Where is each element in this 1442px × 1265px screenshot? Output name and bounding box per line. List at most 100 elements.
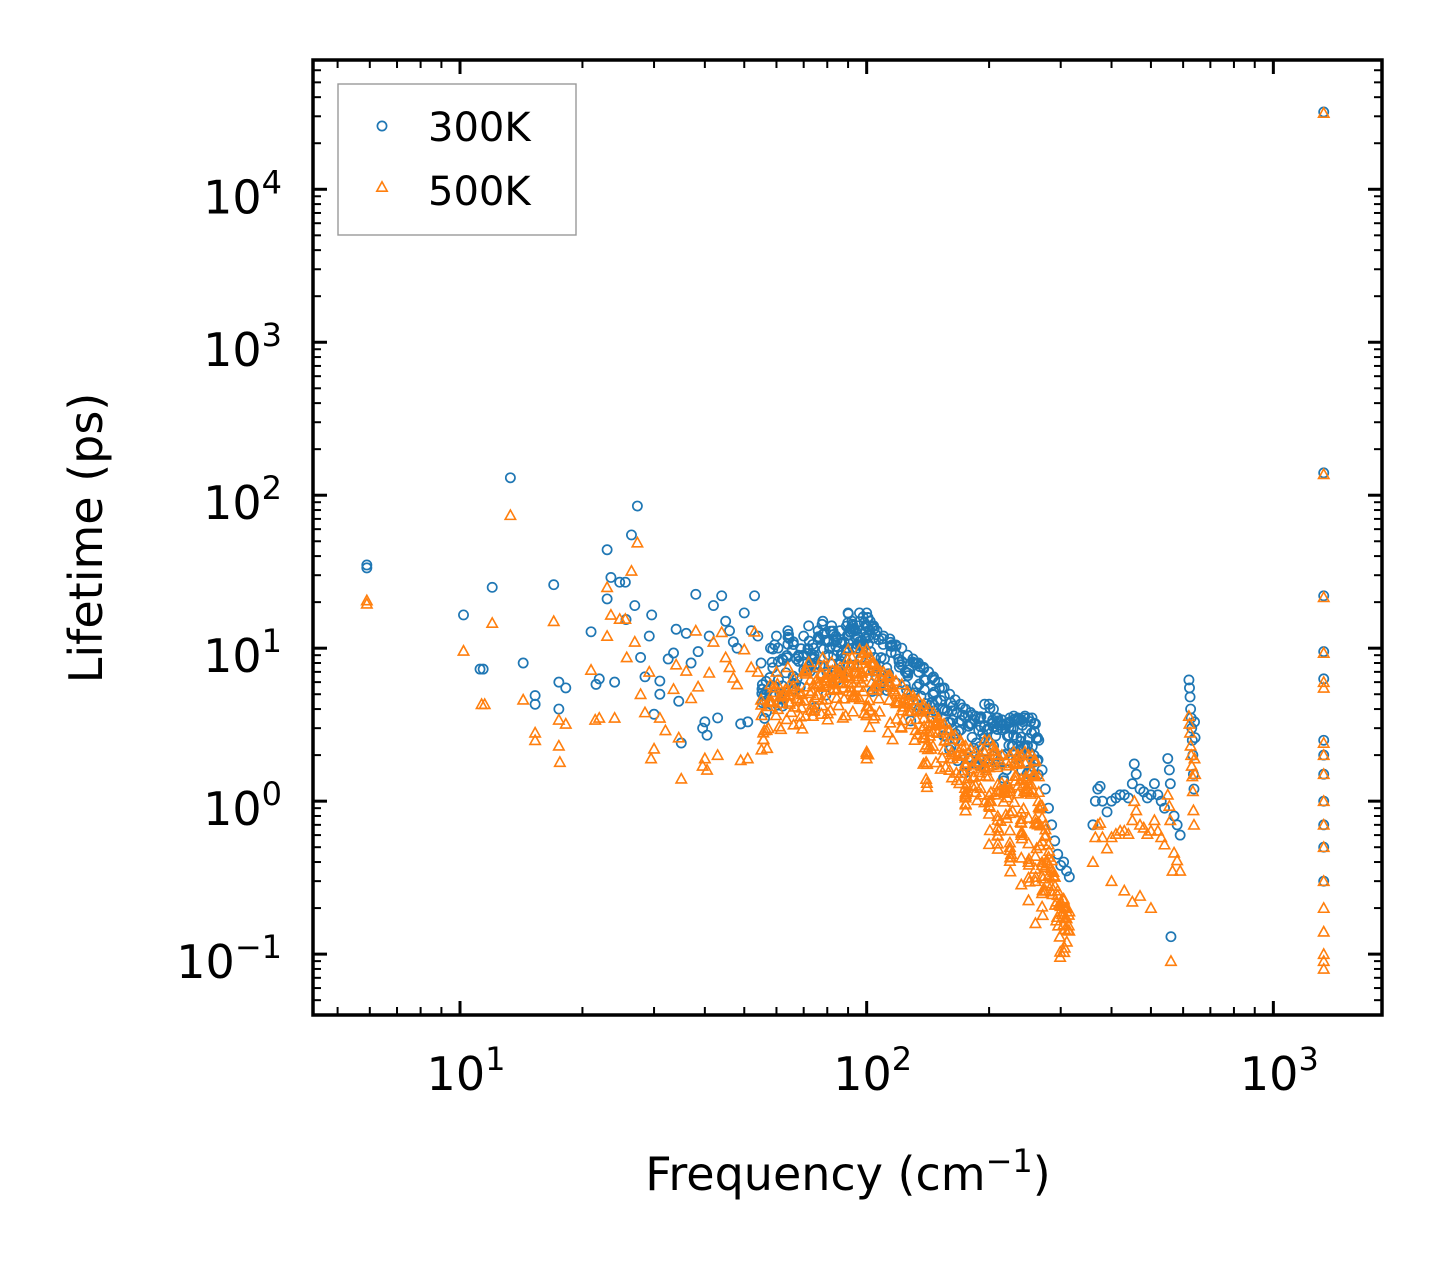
data-point bbox=[896, 713, 910, 726]
data-point bbox=[800, 679, 814, 692]
data-point bbox=[1021, 836, 1036, 849]
data-point bbox=[1188, 783, 1200, 795]
data-point bbox=[830, 691, 844, 703]
data-point bbox=[1144, 901, 1158, 914]
data-point bbox=[870, 674, 884, 687]
data-point bbox=[1317, 675, 1331, 688]
data-point bbox=[994, 756, 1009, 769]
data-point bbox=[1058, 940, 1072, 953]
data-point bbox=[966, 779, 980, 792]
data-point bbox=[991, 836, 1005, 849]
data-point bbox=[1000, 790, 1014, 803]
data-point bbox=[1038, 822, 1053, 835]
data-point bbox=[1028, 726, 1040, 737]
data-point bbox=[1008, 729, 1020, 741]
data-point bbox=[984, 794, 998, 807]
data-point bbox=[1157, 837, 1172, 850]
data-point bbox=[716, 590, 728, 602]
data-point bbox=[856, 684, 870, 697]
data-point bbox=[715, 625, 729, 638]
data-point bbox=[770, 676, 784, 689]
data-point bbox=[1003, 864, 1017, 877]
data-point bbox=[601, 593, 613, 605]
data-point bbox=[786, 679, 800, 692]
data-point bbox=[1144, 823, 1158, 836]
data-point bbox=[872, 691, 886, 704]
data-point bbox=[863, 664, 877, 676]
data-point bbox=[1185, 759, 1199, 771]
data-point bbox=[935, 750, 949, 763]
data-point bbox=[696, 759, 710, 771]
data-point bbox=[1165, 864, 1180, 876]
data-point bbox=[528, 725, 542, 738]
data-point bbox=[940, 722, 955, 735]
data-point bbox=[769, 639, 781, 651]
data-point bbox=[855, 664, 869, 677]
data-point bbox=[1126, 778, 1138, 790]
data-point bbox=[1012, 755, 1027, 768]
data-point bbox=[629, 600, 641, 611]
data-point bbox=[857, 706, 871, 719]
data-point bbox=[934, 717, 948, 730]
data-point bbox=[1060, 934, 1074, 947]
data-point bbox=[1317, 962, 1331, 974]
data-point bbox=[1015, 731, 1027, 743]
data-point bbox=[692, 646, 704, 658]
data-point bbox=[909, 712, 924, 725]
data-point bbox=[826, 676, 840, 689]
data-point bbox=[741, 751, 755, 764]
y-tick-label: 103 bbox=[203, 316, 282, 377]
data-point bbox=[945, 697, 957, 709]
data-point bbox=[1164, 778, 1176, 790]
data-point bbox=[1317, 874, 1331, 887]
data-point bbox=[1163, 813, 1177, 826]
data-point bbox=[974, 787, 988, 800]
data-point bbox=[1027, 766, 1041, 779]
data-point bbox=[1100, 841, 1114, 854]
data-point bbox=[722, 660, 737, 673]
data-point bbox=[801, 648, 813, 659]
data-point bbox=[944, 728, 958, 741]
data-point bbox=[827, 625, 839, 637]
data-point bbox=[754, 692, 768, 705]
data-point bbox=[1187, 751, 1202, 764]
data-point bbox=[1058, 901, 1072, 914]
data-point bbox=[605, 572, 617, 583]
data-point bbox=[1162, 799, 1176, 811]
data-point bbox=[917, 719, 931, 732]
data-point bbox=[1162, 753, 1174, 764]
data-point bbox=[528, 733, 542, 746]
data-point bbox=[701, 729, 713, 741]
data-point bbox=[706, 635, 721, 647]
data-point bbox=[735, 718, 747, 730]
data-point bbox=[914, 704, 928, 717]
data-point bbox=[560, 682, 572, 694]
data-point bbox=[517, 657, 529, 669]
data-point bbox=[1028, 916, 1042, 929]
data-point bbox=[896, 699, 910, 712]
data-point bbox=[963, 720, 975, 732]
data-point bbox=[1317, 767, 1331, 780]
data-point bbox=[982, 733, 996, 746]
data-point bbox=[485, 616, 499, 629]
data-point bbox=[934, 682, 945, 694]
data-point bbox=[895, 677, 909, 690]
data-point bbox=[503, 508, 517, 521]
data-point bbox=[614, 576, 626, 588]
data-point bbox=[478, 697, 492, 710]
data-point bbox=[1185, 769, 1199, 782]
data-point bbox=[609, 676, 621, 688]
data-point bbox=[742, 716, 754, 728]
data-point bbox=[782, 631, 794, 643]
data-point bbox=[1032, 801, 1047, 814]
data-point bbox=[983, 823, 997, 836]
data-point bbox=[922, 724, 936, 737]
data-point bbox=[1035, 886, 1049, 899]
data-point bbox=[1095, 830, 1110, 843]
data-point bbox=[1086, 855, 1100, 867]
data-point bbox=[1317, 818, 1331, 830]
data-point bbox=[1028, 754, 1042, 767]
data-point bbox=[862, 693, 876, 706]
data-point bbox=[653, 711, 667, 723]
data-point bbox=[1004, 847, 1018, 860]
